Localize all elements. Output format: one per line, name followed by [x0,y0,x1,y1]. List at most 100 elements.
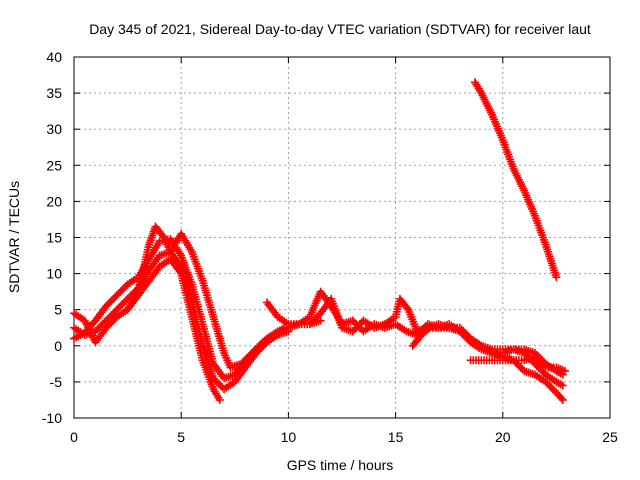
data-point [558,381,567,390]
data-point [109,316,118,325]
data-point [355,320,364,329]
x-axis-label: GPS time / hours [287,457,394,473]
data-point [114,289,123,298]
data-point [109,309,118,318]
data-point [120,284,129,293]
data-point [538,359,547,368]
data-point [348,327,357,336]
data-point [116,302,125,311]
data-point [111,293,120,302]
data-point [237,359,246,368]
data-point [95,323,104,332]
y-tick-label: 40 [46,49,62,65]
data-point [247,349,256,358]
data-point [511,358,520,367]
axis-ticks: 0 5 10 15 20 25 -10 -5 0 5 10 15 20 25 30 35 40 [42,49,618,445]
data-point [350,318,359,327]
x-tick-label: 15 [388,429,404,445]
data-point [316,316,325,325]
x-tick-label: 20 [495,429,511,445]
series-track-4 [123,222,289,372]
data-point [538,367,547,376]
data-point [96,321,105,330]
data-point [545,381,554,390]
data-point [216,381,225,390]
data-point [552,273,561,282]
data-point [536,365,545,374]
data-point [246,350,255,359]
data-point [249,347,258,356]
data-point [112,291,121,300]
data-point [100,318,109,327]
y-tick-label: -10 [42,410,62,426]
data-point [103,300,112,309]
y-tick-label: -5 [50,374,63,390]
data-point [215,395,224,404]
data-point [93,325,102,334]
x-tick-label: 0 [70,429,78,445]
data-point [109,294,118,303]
series-track-9 [470,78,561,282]
grid [74,57,610,418]
data-point [539,361,548,370]
data-point [311,314,320,323]
data-point [352,323,361,332]
data-point [532,361,541,370]
data-point [284,327,293,336]
data-point [543,379,552,388]
data-point [244,352,253,361]
data-point [112,305,121,314]
data-point [116,287,125,296]
data-point [118,300,127,309]
data-point [102,316,111,325]
data-point [403,303,412,312]
data-point [242,354,251,363]
data-point [558,395,567,404]
x-tick-label: 25 [602,429,618,445]
data-point [536,358,545,367]
data-point [121,296,130,305]
data-point [305,320,314,329]
data-point [354,321,363,330]
data-point [557,394,566,403]
x-tick-label: 5 [177,429,185,445]
data-point [253,343,262,352]
data-point [251,345,260,354]
data-point [114,303,123,312]
data-point [240,356,249,365]
data-point [239,358,248,367]
data-point [547,383,556,392]
data-point [107,318,116,327]
data-point [455,323,464,332]
y-tick-label: 15 [46,230,62,246]
data-point [532,354,541,363]
data-point [98,320,107,329]
data-point [107,311,116,320]
data-point [513,359,522,368]
data-point [348,316,357,325]
y-tick-label: 35 [46,85,62,101]
data-point [312,312,321,321]
data-point [118,285,127,294]
data-point [307,318,316,327]
data-point [309,316,318,325]
data-point [350,325,359,334]
data-point [120,298,129,307]
data-point [105,320,114,329]
data-point [534,356,543,365]
data-point [105,312,114,321]
data-point [541,377,550,386]
data-point [530,359,539,368]
data-point [111,307,120,316]
data-point [125,293,134,302]
data-point [103,314,112,323]
y-tick-label: 0 [54,338,62,354]
data-point [457,325,466,334]
y-tick-label: 25 [46,157,62,173]
data-point [560,367,569,376]
data-point [255,341,264,350]
y-tick-label: 20 [46,193,62,209]
data-point [105,298,114,307]
x-tick-label: 10 [281,429,297,445]
